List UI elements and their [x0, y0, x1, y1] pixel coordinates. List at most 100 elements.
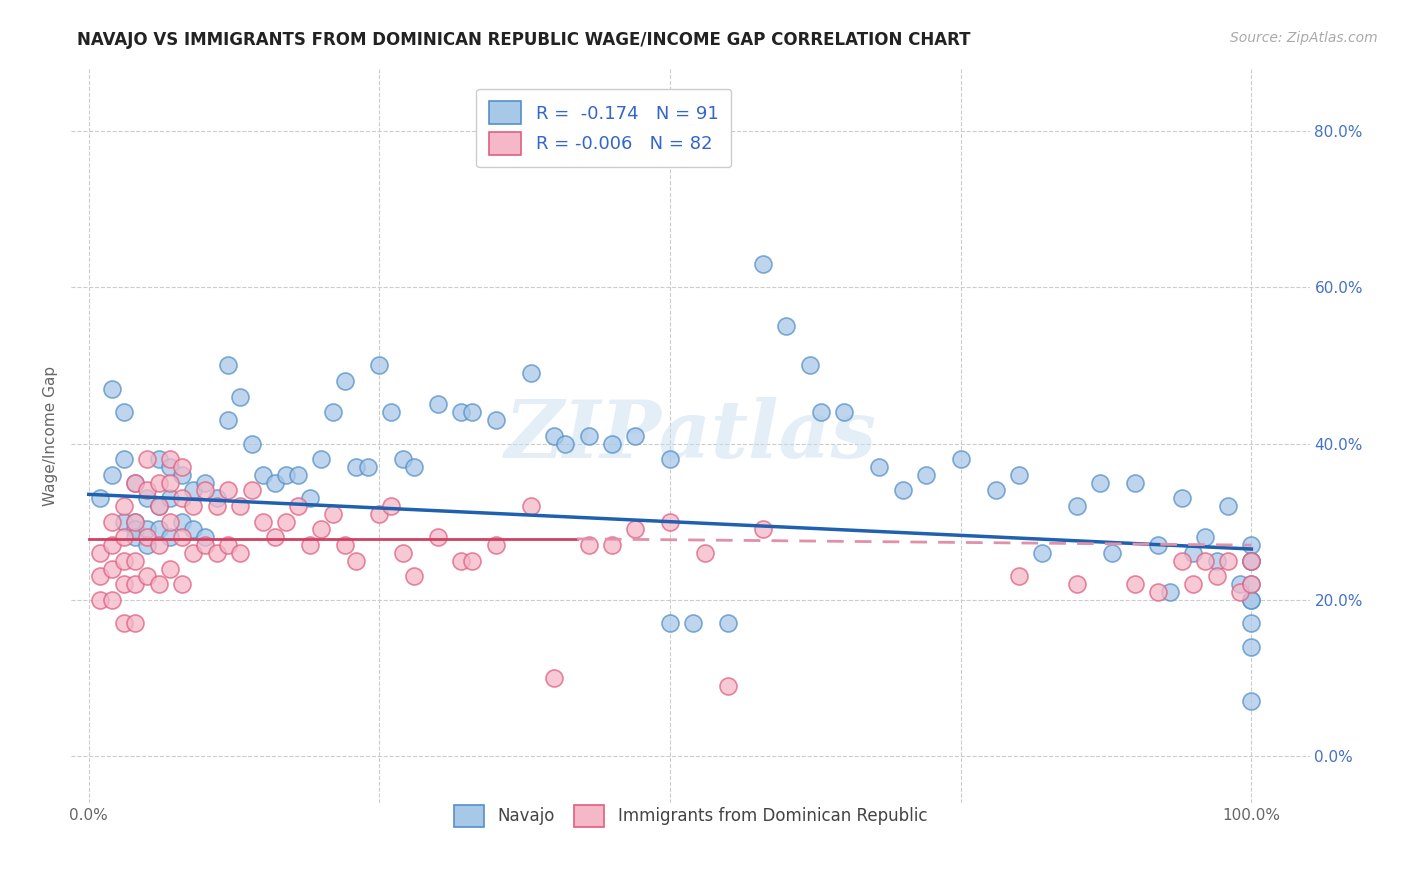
Point — [1123, 475, 1146, 490]
Point — [183, 523, 205, 537]
Point — [148, 523, 170, 537]
Point — [1066, 499, 1088, 513]
Point — [112, 515, 135, 529]
Point — [170, 530, 193, 544]
Point — [276, 515, 298, 529]
Point — [949, 452, 972, 467]
Point — [1240, 577, 1263, 591]
Point — [124, 475, 146, 490]
Point — [263, 475, 285, 490]
Point — [426, 397, 449, 411]
Point — [217, 413, 239, 427]
Point — [205, 491, 228, 506]
Point — [298, 491, 321, 506]
Point — [554, 436, 576, 450]
Point — [752, 257, 775, 271]
Point — [1170, 491, 1192, 506]
Point — [148, 577, 170, 591]
Point — [368, 359, 391, 373]
Point — [89, 546, 111, 560]
Point — [775, 319, 797, 334]
Point — [298, 538, 321, 552]
Point — [1031, 546, 1053, 560]
Point — [1216, 554, 1239, 568]
Point — [217, 359, 239, 373]
Point — [170, 515, 193, 529]
Point — [159, 491, 181, 506]
Point — [868, 460, 890, 475]
Point — [891, 483, 914, 498]
Point — [263, 530, 285, 544]
Point — [1182, 546, 1205, 560]
Point — [311, 452, 333, 467]
Point — [170, 491, 193, 506]
Point — [101, 538, 124, 552]
Point — [659, 452, 682, 467]
Point — [752, 523, 775, 537]
Legend: Navajo, Immigrants from Dominican Republic: Navajo, Immigrants from Dominican Republ… — [446, 797, 935, 835]
Point — [135, 530, 157, 544]
Point — [148, 475, 170, 490]
Point — [1240, 592, 1263, 607]
Point — [229, 546, 252, 560]
Point — [135, 569, 157, 583]
Point — [101, 592, 124, 607]
Point — [1090, 475, 1112, 490]
Point — [600, 436, 623, 450]
Point — [624, 523, 647, 537]
Point — [1182, 577, 1205, 591]
Point — [252, 467, 274, 482]
Point — [1240, 694, 1263, 708]
Point — [124, 515, 146, 529]
Point — [1147, 538, 1170, 552]
Point — [194, 475, 217, 490]
Point — [170, 467, 193, 482]
Point — [914, 467, 936, 482]
Point — [240, 436, 263, 450]
Point — [159, 530, 181, 544]
Point — [1229, 585, 1251, 599]
Point — [1170, 554, 1192, 568]
Point — [391, 546, 413, 560]
Point — [693, 546, 716, 560]
Point — [404, 460, 426, 475]
Point — [311, 523, 333, 537]
Point — [1101, 546, 1123, 560]
Point — [205, 499, 228, 513]
Point — [659, 616, 682, 631]
Point — [112, 554, 135, 568]
Point — [135, 523, 157, 537]
Point — [183, 499, 205, 513]
Point — [217, 483, 239, 498]
Point — [357, 460, 380, 475]
Point — [276, 467, 298, 482]
Point — [124, 554, 146, 568]
Point — [810, 405, 832, 419]
Point — [183, 546, 205, 560]
Point — [194, 538, 217, 552]
Point — [834, 405, 856, 419]
Point — [194, 530, 217, 544]
Point — [1240, 554, 1263, 568]
Text: ZIPatlas: ZIPatlas — [505, 397, 876, 475]
Y-axis label: Wage/Income Gap: Wage/Income Gap — [44, 366, 58, 506]
Point — [124, 475, 146, 490]
Point — [1229, 577, 1251, 591]
Point — [600, 538, 623, 552]
Point — [1205, 569, 1227, 583]
Point — [578, 538, 600, 552]
Point — [984, 483, 1007, 498]
Point — [380, 499, 402, 513]
Point — [1008, 569, 1031, 583]
Point — [624, 428, 647, 442]
Point — [89, 491, 111, 506]
Point — [485, 538, 508, 552]
Point — [404, 569, 426, 583]
Point — [112, 530, 135, 544]
Point — [124, 515, 146, 529]
Point — [1205, 554, 1227, 568]
Point — [101, 382, 124, 396]
Point — [1240, 616, 1263, 631]
Point — [1123, 577, 1146, 591]
Point — [1194, 530, 1216, 544]
